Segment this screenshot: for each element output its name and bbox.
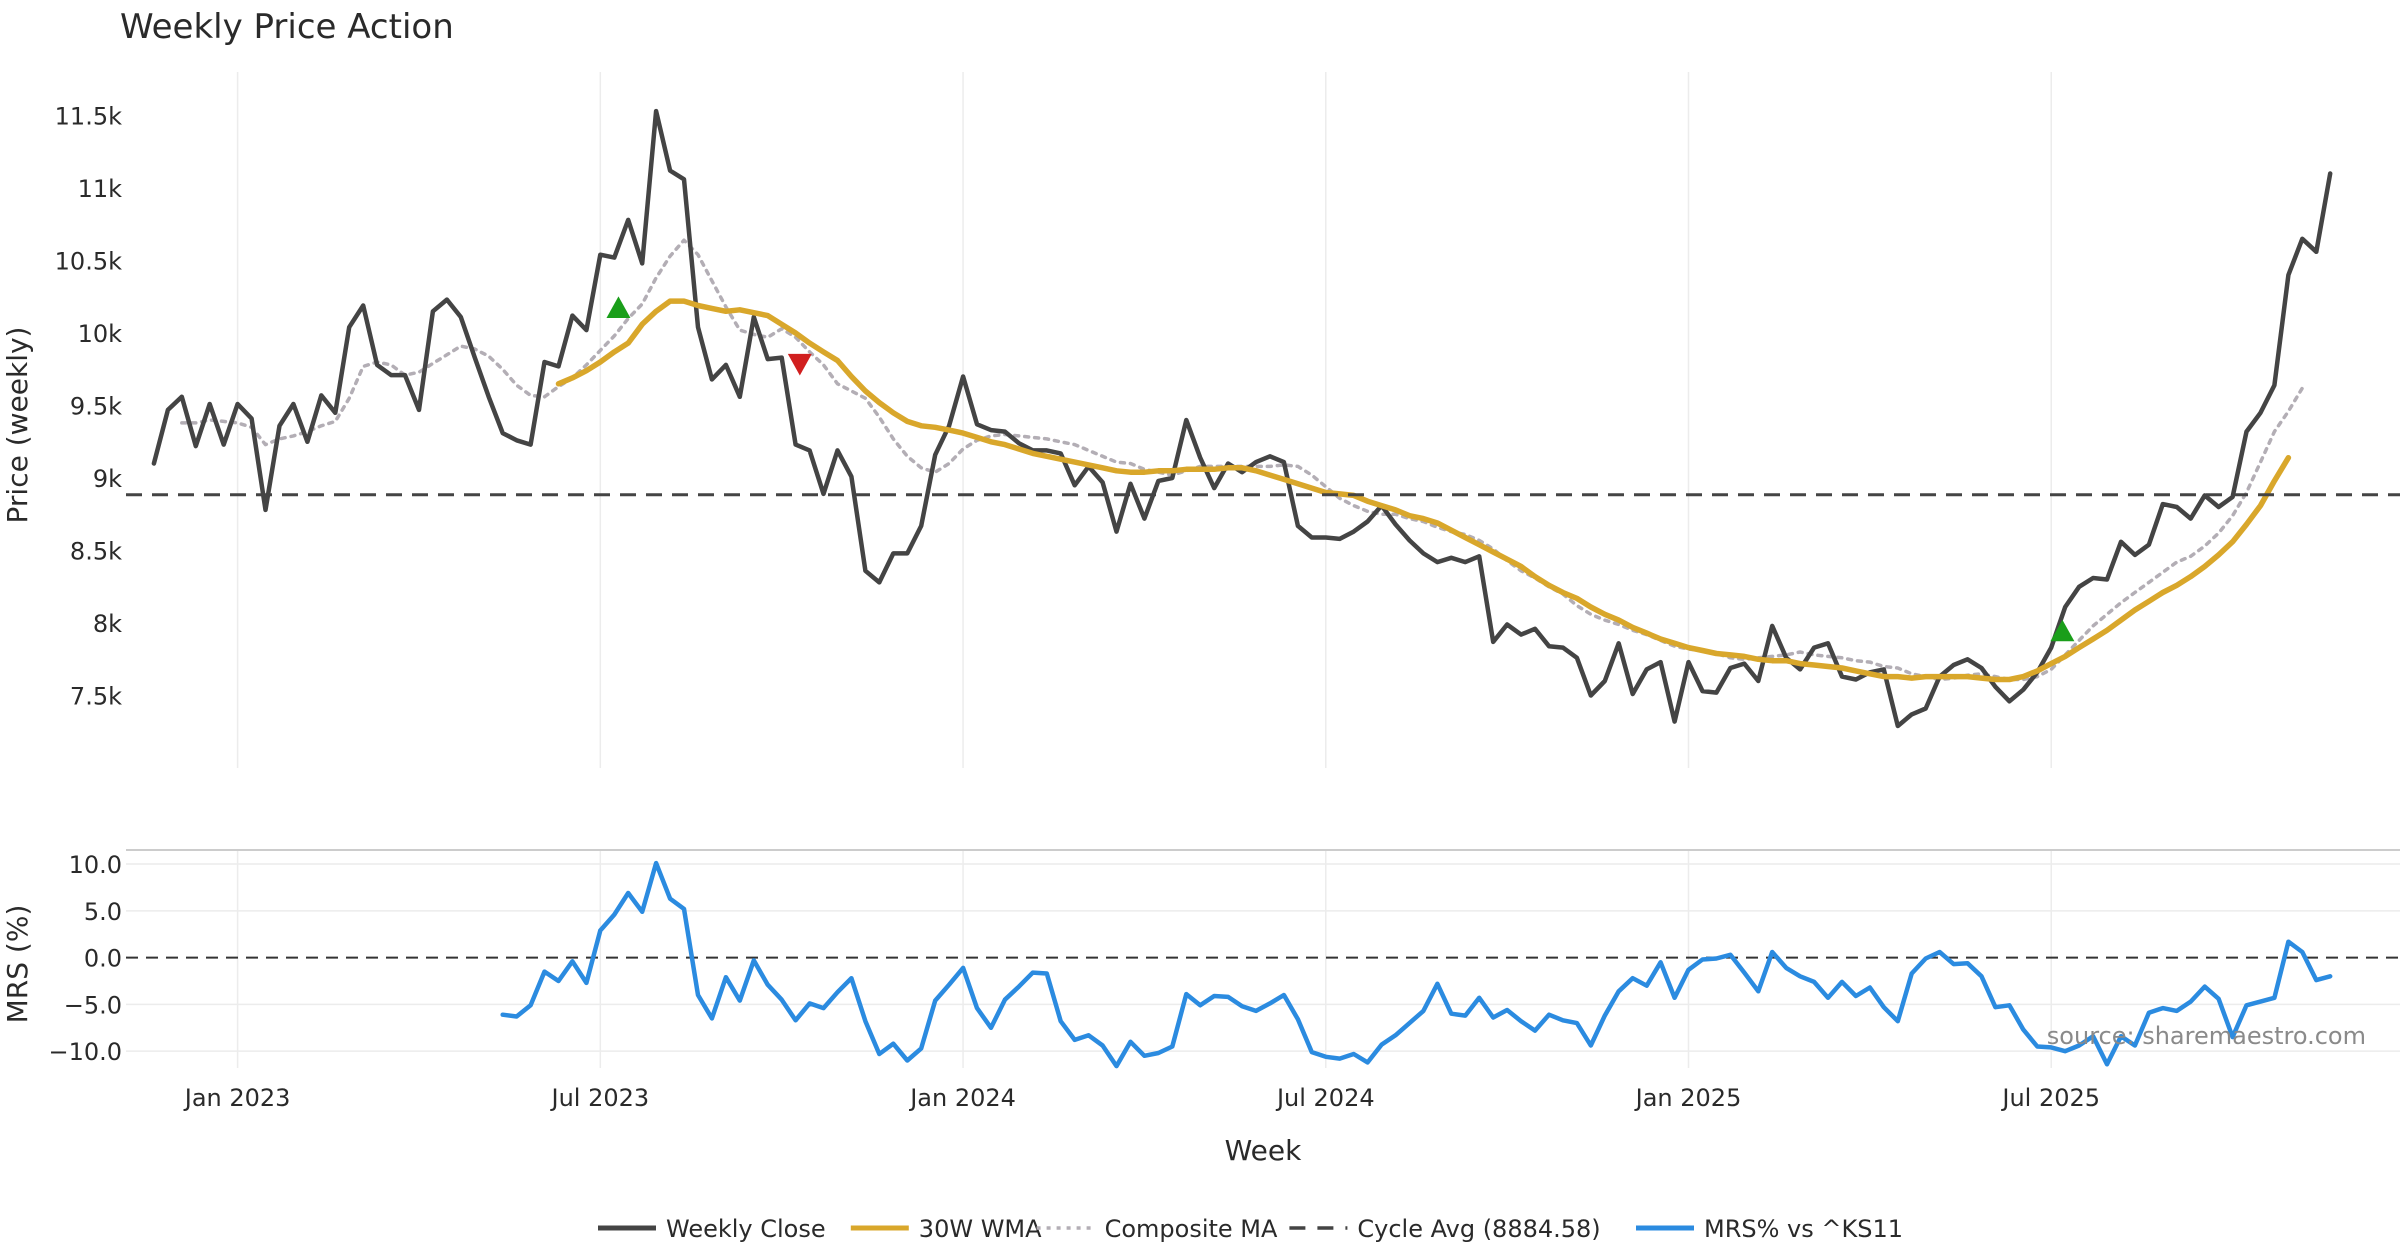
legend-item-weekly-close: Weekly Close (598, 1215, 826, 1243)
sell-signal-marker (787, 353, 812, 376)
signal-markers (606, 296, 2075, 642)
legend-item-30w-wma: 30W WMA (850, 1215, 1042, 1243)
price-y-tick-label: 10.5k (55, 248, 122, 276)
legend-item-mrs-vs-ks11: MRS% vs ^KS11 (1636, 1215, 1903, 1243)
mrs-y-axis-label: MRS (%) (1, 905, 34, 1024)
mrs-series-lines (126, 860, 2400, 1069)
x-tick-label: Jan 2024 (908, 1084, 1016, 1112)
legend-label: MRS% vs ^KS11 (1704, 1215, 1903, 1243)
mrs-y-axis-ticks: 10.0 5.0 0.0 −5.0 −10.0 (48, 851, 122, 1066)
chart-legend: Weekly Close 30W WMA Composite MA Cycle Avg… (598, 1215, 1903, 1243)
x-tick-label: Jan 2025 (1634, 1084, 1742, 1112)
legend-label: Composite MA (1105, 1215, 1278, 1243)
buy-signal-marker (2050, 619, 2075, 642)
price-y-tick-label: 8.5k (70, 538, 122, 566)
series-composite-ma (180, 238, 2305, 682)
price-panel-grid (236, 72, 2052, 768)
mrs-y-tick-label: 5.0 (84, 898, 122, 926)
mrs-y-tick-label: 10.0 (69, 851, 122, 879)
price-y-tick-label: 7.5k (70, 683, 122, 711)
source-watermark: source: sharemaestro.com (2047, 1022, 2366, 1050)
x-tick-label: Jul 2024 (1275, 1084, 1375, 1112)
series-30w-wma (555, 298, 2292, 683)
price-y-tick-label: 8k (93, 610, 122, 638)
chart-title: Weekly Price Action (120, 7, 454, 47)
price-y-axis-label: Price (weekly) (1, 327, 34, 524)
legend-label: Cycle Avg (8884.58) (1357, 1215, 1600, 1243)
legend-label: Weekly Close (666, 1215, 826, 1243)
series-mrs-vs-ks11 (500, 860, 2333, 1069)
price-y-tick-label: 10k (78, 320, 123, 348)
price-y-tick-label: 9k (93, 465, 122, 493)
price-series-lines (126, 108, 2400, 729)
legend-label: 30W WMA (919, 1215, 1042, 1243)
mrs-panel-grid (126, 850, 2400, 1068)
mrs-y-tick-label: −10.0 (48, 1038, 122, 1066)
x-axis-label: Week (1225, 1134, 1302, 1167)
x-tick-label: Jan 2023 (183, 1084, 291, 1112)
mrs-y-tick-label: −5.0 (64, 991, 122, 1019)
price-y-tick-label: 11k (78, 175, 123, 203)
price-y-tick-label: 9.5k (70, 393, 122, 421)
x-tick-label: Jul 2025 (2000, 1084, 2100, 1112)
price-y-tick-label: 11.5k (55, 103, 122, 131)
mrs-y-tick-label: 0.0 (84, 945, 122, 973)
legend-item-cycle-avg-8884-58: Cycle Avg (8884.58) (1289, 1215, 1601, 1243)
x-tick-label: Jul 2023 (549, 1084, 649, 1112)
price-y-axis-ticks: 11.5k 11k 10.5k 10k 9.5k 9k 8.5k 8k 7.5k (55, 103, 122, 711)
x-axis-ticks: Jan 2023 Jul 2023 Jan 2024 Jul 2024 Jan 2025… (183, 1084, 2100, 1112)
series-weekly-close (151, 108, 2333, 729)
legend-item-composite-ma: Composite MA (1036, 1215, 1278, 1243)
buy-signal-marker (606, 296, 631, 318)
